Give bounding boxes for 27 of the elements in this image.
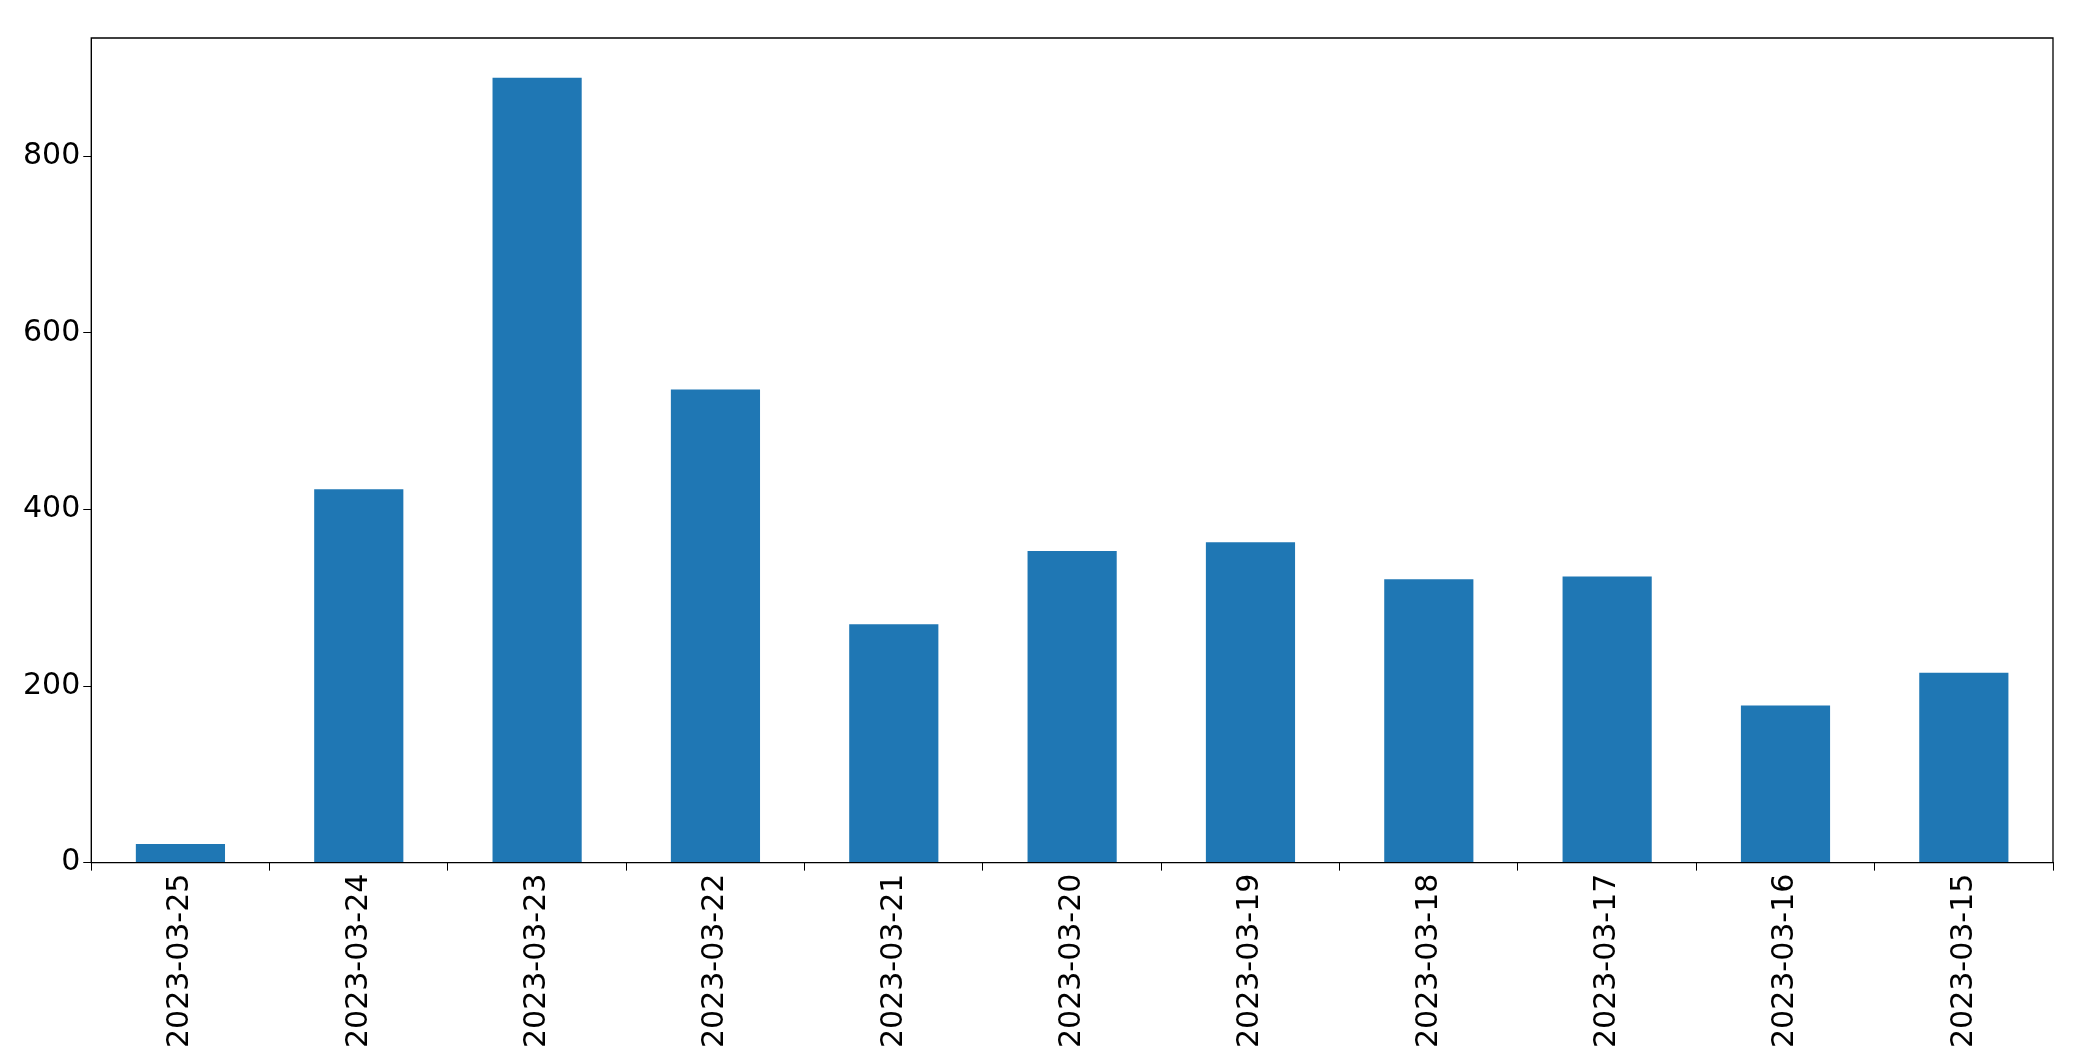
y-tick-label: 0 [61,842,81,878]
bar [492,77,582,863]
x-tick-label: 2023-03-21 [873,873,909,1049]
x-tick-label: 2023-03-20 [1051,873,1087,1049]
bar [314,489,404,863]
y-tick-label: 800 [23,136,81,172]
bar [670,389,761,863]
bar [1027,550,1117,863]
x-tick-label: 2023-03-16 [1765,873,1801,1049]
x-tick-label: 2023-03-25 [160,873,196,1049]
y-tick-label: 600 [23,312,81,348]
bar [1740,705,1831,863]
bar [1562,576,1652,863]
x-tick-label: 2023-03-15 [1943,873,1979,1049]
bar [1205,542,1296,863]
bar [1384,579,1474,863]
bar [849,624,939,863]
x-tick-label: 2023-03-19 [1230,873,1266,1049]
y-tick-label: 400 [23,489,81,525]
x-tick-label: 2023-03-23 [516,873,552,1049]
x-tick-label: 2023-03-22 [695,873,731,1049]
x-tick-label: 2023-03-24 [338,873,374,1049]
y-tick-label: 200 [23,665,81,701]
x-tick-label: 2023-03-17 [1586,873,1622,1049]
x-tick-label: 2023-03-18 [1408,873,1444,1049]
bar [1919,672,2009,863]
bar [135,844,226,863]
